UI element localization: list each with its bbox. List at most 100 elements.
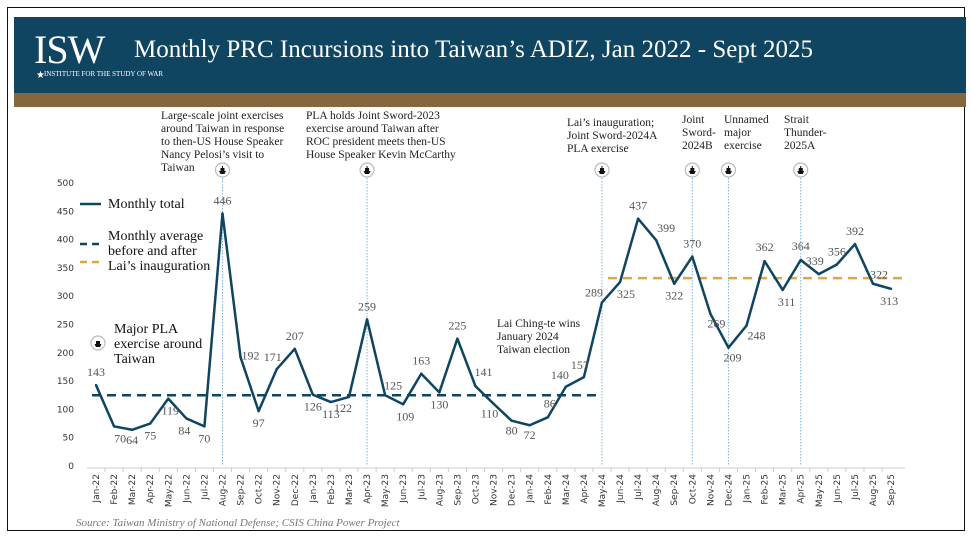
data-label: 399 xyxy=(657,221,675,235)
x-tick-label: Mar-25 xyxy=(779,474,789,505)
data-label: 113 xyxy=(322,407,340,421)
data-point xyxy=(889,287,893,291)
x-tick-label: Jun-23 xyxy=(399,474,409,504)
data-point xyxy=(420,372,423,375)
data-label: 446 xyxy=(213,194,231,208)
x-tick-label: Jul-22 xyxy=(200,474,210,501)
x-tick-label: Mar-24 xyxy=(562,474,572,505)
data-label: 84 xyxy=(178,423,190,437)
x-tick-label: Apr-22 xyxy=(146,474,156,504)
data-point xyxy=(401,403,405,406)
data-point xyxy=(835,263,839,266)
data-label: 364 xyxy=(792,239,810,253)
data-label: 64 xyxy=(126,433,138,447)
logo-text: ISW xyxy=(34,27,105,72)
annotation-line: exercise xyxy=(724,140,762,152)
data-point xyxy=(112,425,116,428)
annotation-line: Taiwan election xyxy=(497,344,570,356)
annotation-line: Nancy Pelosi’s visit to xyxy=(161,149,265,161)
annotation-line: Lai’s inauguration; xyxy=(567,117,655,129)
x-tick-label: Feb-24 xyxy=(544,474,554,505)
x-tick-label: Dec-22 xyxy=(291,474,301,506)
annotation-line: major xyxy=(724,127,751,139)
data-label: 141 xyxy=(474,365,492,379)
data-label: 370 xyxy=(683,237,701,251)
legend-line: Lai’s inauguration xyxy=(108,259,211,274)
x-tick-label: Dec-24 xyxy=(724,474,734,506)
data-label: 171 xyxy=(264,350,282,364)
data-label: 269 xyxy=(707,317,725,331)
data-label: 97 xyxy=(253,416,265,430)
source-note: Source: Taiwan Ministry of National Defe… xyxy=(76,517,400,529)
data-label: 163 xyxy=(412,354,430,368)
data-point xyxy=(149,422,152,425)
annotation-line: to then-US House Speaker xyxy=(161,136,284,148)
x-tick-label: May-25 xyxy=(815,474,825,507)
legend-line: before and after xyxy=(108,244,197,259)
data-label: 192 xyxy=(242,348,260,362)
annotation-line: PLA exercise xyxy=(567,143,629,155)
annotation-line: exercise around Taiwan after xyxy=(306,123,439,135)
data-point xyxy=(329,400,333,404)
data-point xyxy=(745,324,748,327)
x-tick-label: Feb-23 xyxy=(327,474,337,505)
data-point xyxy=(185,417,188,420)
data-point xyxy=(636,217,640,220)
x-tick-label: Sep-22 xyxy=(237,474,247,506)
data-point xyxy=(239,356,242,359)
data-point xyxy=(817,272,820,276)
annotation-line: PLA holds Joint Sword-2023 xyxy=(306,110,440,122)
data-point xyxy=(727,346,730,349)
x-tick-label: Jan-23 xyxy=(309,474,319,504)
legend-monthly-total: Monthly total xyxy=(108,197,185,212)
x-tick-label: Dec-23 xyxy=(508,474,518,506)
data-point xyxy=(456,337,459,340)
data-label: 140 xyxy=(551,368,569,382)
data-label: 86 xyxy=(544,396,556,410)
data-point xyxy=(546,416,549,419)
x-tick-label: Feb-25 xyxy=(761,474,771,505)
annotation-line: around Taiwan in response xyxy=(161,123,285,135)
y-tick-label: 0 xyxy=(68,462,74,472)
annotation-line: Unnamed xyxy=(724,114,769,126)
y-tick-label: 450 xyxy=(57,207,74,217)
annotation-line: 2024B xyxy=(682,140,713,152)
data-point xyxy=(781,288,784,292)
data-label: 392 xyxy=(846,224,864,238)
x-tick-label: Oct-22 xyxy=(255,474,265,504)
data-point xyxy=(871,282,875,285)
legend-line: Taiwan xyxy=(114,352,156,367)
legend-line: Monthly average xyxy=(108,229,204,244)
data-label: 122 xyxy=(334,401,352,415)
data-point xyxy=(528,424,531,427)
x-tick-label: Sep-25 xyxy=(887,474,897,506)
x-tick-label: Jan-25 xyxy=(743,474,753,504)
x-tick-label: Feb-22 xyxy=(110,474,120,505)
x-tick-label: May-23 xyxy=(381,474,391,507)
data-label: 143 xyxy=(87,365,105,379)
annotation-pelosi: Large-scale joint exercises around Taiwa… xyxy=(161,110,284,175)
y-tick-label: 50 xyxy=(63,434,75,444)
legend-exercise-marker: Major PLA exercise around Taiwan xyxy=(114,322,202,367)
data-label: 225 xyxy=(448,319,466,333)
x-tick-label: Sep-24 xyxy=(670,474,680,506)
data-label: 289 xyxy=(585,285,603,299)
x-tick-label: Apr-24 xyxy=(580,474,590,504)
data-point xyxy=(221,212,224,215)
x-tick-label: Aug-25 xyxy=(869,474,879,506)
x-tick-label: Sep-23 xyxy=(453,474,463,506)
ship-icon-glyph xyxy=(797,166,805,174)
annotation-line: House Speaker Kevin McCarthy xyxy=(306,149,456,161)
chart-frame xyxy=(7,7,965,531)
x-tick-label: Nov-24 xyxy=(706,474,716,506)
data-point xyxy=(94,383,98,387)
data-label: 75 xyxy=(144,429,156,443)
legend-monthly-average: Monthly average before and after Lai’s i… xyxy=(108,229,210,274)
data-label: 110 xyxy=(481,407,499,421)
data-point xyxy=(293,347,296,351)
ship-icon-glyph xyxy=(218,166,226,174)
data-point xyxy=(167,397,170,400)
x-tick-label: Aug-22 xyxy=(218,474,228,506)
legend-ship-icon-glyph xyxy=(94,341,102,347)
